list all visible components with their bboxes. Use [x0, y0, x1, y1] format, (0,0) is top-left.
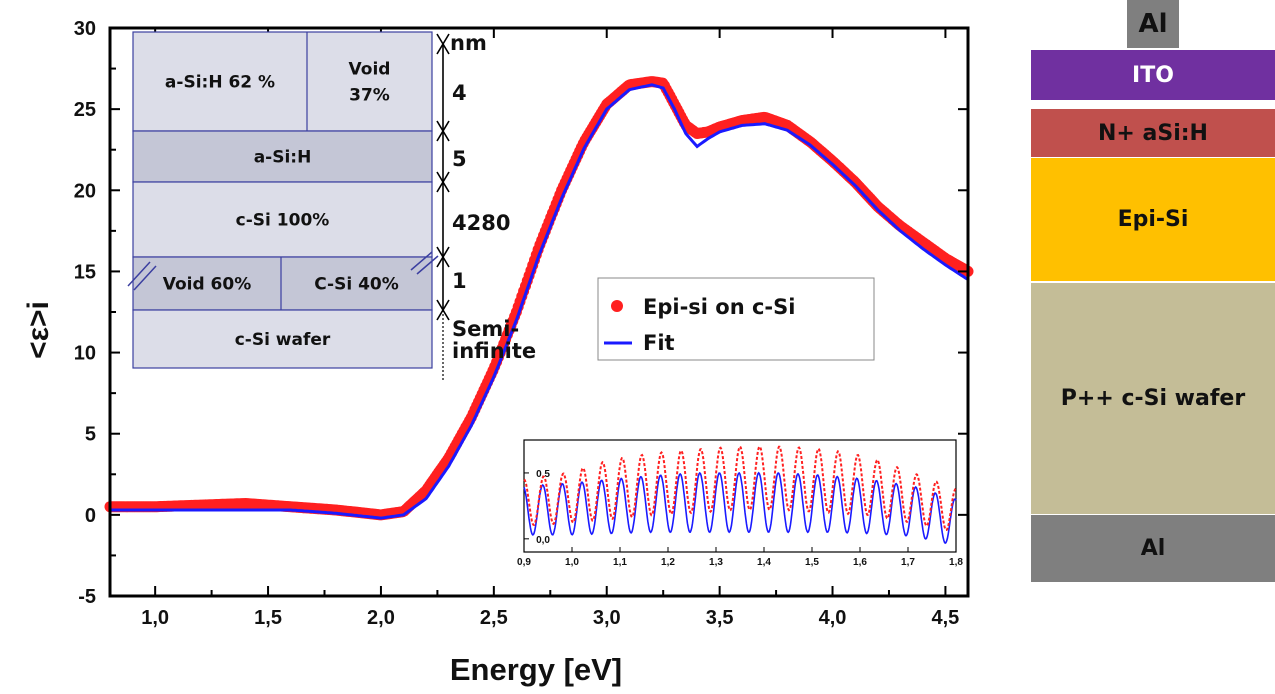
inset-x-tick-label: 1,2 — [661, 557, 675, 568]
top-contact-al: Al — [1127, 0, 1179, 48]
y-tick-label: 25 — [74, 99, 96, 121]
model-layer-3 — [132, 256, 433, 311]
inset-x-tick-label: 1,7 — [901, 557, 915, 568]
x-tick-label: 4,5 — [932, 607, 960, 629]
model-cell-label: a-Si:H — [254, 148, 312, 168]
inset-x-tick-label: 1,8 — [949, 557, 963, 568]
unit-label: nm — [450, 31, 487, 55]
break-mark — [416, 255, 439, 275]
inset-y-tick-label: 0,0 — [536, 535, 550, 546]
thickness-label: 5 — [452, 147, 467, 171]
x-tick-label: 2,0 — [367, 607, 395, 629]
y-axis-title: <ε>i — [22, 301, 55, 359]
inset-x-tick-label: 1,6 — [853, 557, 867, 568]
thickness-label: infinite — [452, 339, 536, 363]
x-tick-label: 1,0 — [141, 607, 169, 629]
legend-marker-epi-si — [611, 300, 623, 312]
model-layer-0 — [132, 31, 433, 132]
inset-measured-line — [523, 445, 957, 531]
inset-x-tick-label: 1,3 — [709, 557, 723, 568]
thickness-label: 4 — [452, 81, 467, 105]
y-tick-label: 0 — [85, 505, 96, 527]
inset-x-tick-label: 1,1 — [613, 557, 627, 568]
model-layer-2 — [132, 181, 433, 258]
model-cell-label: a-Si:H 62 % — [165, 73, 275, 93]
arrow-head — [436, 255, 450, 268]
layer-model-inset: a-Si:H 62 % Void 37% 4 a-Si:H 5 c-Si 100% 4280 V… — [127, 31, 536, 380]
model-cell-label: C-Si 40% — [314, 275, 399, 295]
y-tick-label: 20 — [74, 180, 96, 202]
model-cell-label: Void — [349, 60, 391, 80]
x-axis-title: Energy [eV] — [450, 652, 622, 687]
arrow-head — [436, 42, 450, 55]
model-cell-label: c-Si 100% — [236, 211, 330, 231]
model-cell-label: 37% — [349, 86, 390, 106]
y-tick-label: 15 — [74, 261, 96, 283]
thickness-label: Semi- — [452, 317, 519, 341]
break-mark — [133, 265, 157, 291]
series-layer — [104, 76, 974, 521]
legend-box — [597, 277, 875, 361]
model-layer-1 — [132, 130, 433, 183]
inset-x-tick-label: 1,0 — [565, 557, 579, 568]
device-stack: Al ITO N+ aSi:H Epi-Si P++ c-Si wafer Al — [1031, 0, 1275, 600]
arrow-head — [436, 308, 450, 321]
fit-line — [110, 83, 969, 520]
inset-x-tick-label: 1,4 — [757, 557, 771, 568]
model-cell-label: c-Si wafer — [235, 330, 331, 350]
thickness-label: 1 — [452, 269, 467, 293]
layer-ito: ITO — [1031, 50, 1275, 100]
x-tick-label: 3,0 — [593, 607, 621, 629]
legend: Epi-si on c-Si Fit — [597, 277, 875, 361]
y-tick-label: 10 — [74, 343, 96, 365]
oscillation-inset: 0,9 1,0 1,1 1,2 1,3 1,4 1,5 1,6 1,7 1,8 0,0 0,5 — [517, 439, 963, 568]
y-tick-label: 30 — [74, 18, 96, 40]
x-tick-label: 1,5 — [254, 607, 282, 629]
model-cell-label: Void 60% — [163, 275, 252, 295]
layer-wafer: P++ c-Si wafer — [1031, 283, 1275, 514]
arrow-head — [436, 129, 450, 142]
x-tick-label: 4,0 — [819, 607, 847, 629]
break-mark — [410, 251, 433, 271]
legend-label-epi-si: Epi-si on c-Si — [643, 295, 795, 319]
y-tick-label: -5 — [78, 586, 96, 608]
layer-n-plus-asih: N+ aSi:H — [1031, 109, 1275, 157]
inset-x-tick-label: 0,9 — [517, 557, 531, 568]
layer-bottom-al: Al — [1031, 515, 1275, 582]
x-tick-label: 2,5 — [480, 607, 508, 629]
y-tick-label: 5 — [85, 424, 96, 446]
x-tick-label: 3,5 — [706, 607, 734, 629]
legend-label-fit: Fit — [643, 331, 675, 355]
thickness-label: 4280 — [452, 211, 510, 235]
inset-x-tick-label: 1,5 — [805, 557, 819, 568]
break-mark — [127, 261, 151, 287]
layer-epi-si: Epi-Si — [1031, 158, 1275, 281]
model-layer-4 — [132, 309, 433, 369]
arrow-head — [436, 180, 450, 193]
inset-y-tick-label: 0,5 — [536, 469, 550, 480]
